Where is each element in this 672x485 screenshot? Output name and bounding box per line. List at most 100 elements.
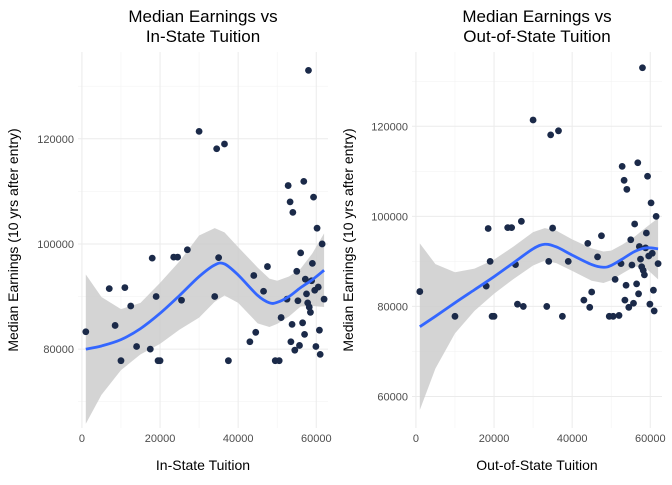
- data-point: [303, 290, 310, 298]
- data-point: [650, 286, 657, 294]
- right-panel: 0 20000 40000 60000 6000080000100000120000 …: [340, 7, 666, 473]
- data-point: [287, 338, 295, 346]
- x-tick-label: 60000: [301, 433, 332, 445]
- data-point: [654, 260, 662, 268]
- data-point: [297, 249, 305, 257]
- data-point: [623, 185, 631, 193]
- data-point: [594, 253, 601, 261]
- data-point: [650, 307, 658, 315]
- data-point: [627, 236, 635, 244]
- y-tick-labels: 60000 80000 100000 120000: [371, 121, 408, 403]
- data-point: [580, 296, 588, 304]
- data-point: [121, 284, 129, 291]
- y-tick-label: 100000: [37, 239, 74, 251]
- data-point: [621, 296, 629, 304]
- x-tick-label: 20000: [145, 433, 176, 445]
- data-point: [289, 208, 297, 216]
- data-point: [275, 357, 283, 365]
- x-tick-label: 60000: [635, 433, 666, 445]
- x-tick-labels: 0 20000 40000 60000: [79, 433, 332, 445]
- y-tick-label: 120000: [371, 121, 408, 133]
- data-point: [211, 293, 219, 300]
- data-point: [320, 295, 328, 303]
- y-axis-title: Median Earnings (10 yrs after entry): [340, 128, 356, 351]
- y-tick-labels: 80000 100000 120000: [37, 134, 74, 356]
- data-point: [156, 357, 164, 365]
- data-point: [178, 296, 185, 304]
- data-point: [316, 350, 324, 358]
- x-axis-title: Out-of-State Tuition: [476, 457, 597, 473]
- data-point: [260, 287, 267, 295]
- x-tick-label: 20000: [479, 433, 510, 445]
- x-tick-label: 40000: [223, 433, 254, 445]
- data-point: [508, 224, 516, 232]
- data-point: [296, 342, 303, 349]
- data-point: [486, 257, 494, 265]
- data-point: [490, 312, 498, 320]
- x-tick-label: 0: [79, 433, 85, 445]
- data-point: [246, 338, 254, 346]
- data-point: [284, 182, 292, 189]
- data-point: [584, 239, 592, 247]
- data-point: [305, 303, 313, 311]
- x-axis-title: In-State Tuition: [156, 457, 250, 473]
- chart-title-line-2: In-State Tuition: [146, 27, 260, 46]
- data-point: [564, 257, 572, 265]
- chart-title-line-2: Out-of-State Tuition: [463, 27, 610, 46]
- data-point: [277, 314, 285, 321]
- data-point: [127, 302, 135, 310]
- data-point: [299, 319, 307, 327]
- data-point: [558, 312, 566, 320]
- data-point: [646, 300, 654, 308]
- data-point: [652, 212, 660, 220]
- data-points: [416, 64, 662, 320]
- data-point: [633, 280, 641, 288]
- y-tick-label: 80000: [377, 301, 408, 313]
- smooth-line: [419, 242, 659, 328]
- data-point: [618, 162, 626, 170]
- data-point: [288, 321, 296, 328]
- data-point: [637, 255, 644, 263]
- data-point: [264, 263, 271, 270]
- y-tick-label: 120000: [37, 134, 74, 146]
- data-point: [252, 328, 260, 336]
- data-point: [318, 240, 326, 248]
- data-point: [250, 272, 258, 279]
- data-point: [307, 308, 314, 316]
- data-point: [310, 193, 317, 201]
- grid: [412, 52, 662, 428]
- data-point: [639, 64, 646, 72]
- data-point: [588, 288, 596, 296]
- data-point: [451, 312, 459, 320]
- data-point: [215, 254, 223, 262]
- data-point: [174, 253, 182, 261]
- data-point: [625, 303, 633, 311]
- data-point: [293, 267, 301, 275]
- data-point: [611, 276, 619, 283]
- data-point: [545, 257, 553, 265]
- data-point: [301, 330, 308, 338]
- chart-title-line-1: Median Earnings vs: [128, 7, 277, 26]
- data-point: [635, 290, 642, 298]
- data-point: [111, 322, 119, 329]
- x-tick-label: 40000: [557, 433, 588, 445]
- confidence-band: [85, 228, 325, 424]
- smooth-line: [85, 261, 325, 351]
- data-point: [312, 343, 320, 350]
- data-point: [644, 172, 651, 180]
- data-point: [484, 225, 492, 232]
- data-point: [314, 283, 322, 291]
- data-point: [195, 128, 203, 135]
- data-point: [313, 224, 321, 232]
- y-tick-label: 60000: [377, 391, 408, 403]
- y-tick-label: 100000: [371, 211, 408, 223]
- data-point: [622, 281, 630, 289]
- data-point: [586, 303, 594, 311]
- left-panel: 0 20000 40000 60000 80000 100000 120000 Media…: [5, 7, 332, 473]
- y-tick-label: 80000: [43, 344, 74, 356]
- data-point: [301, 275, 309, 283]
- data-point: [514, 300, 521, 308]
- data-point: [316, 326, 323, 334]
- data-point: [82, 328, 90, 336]
